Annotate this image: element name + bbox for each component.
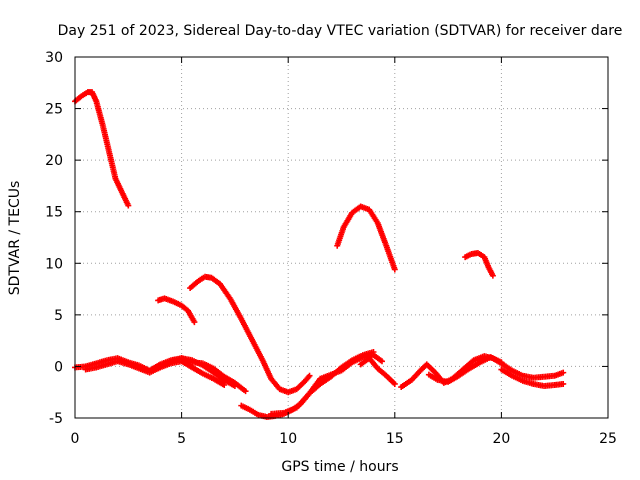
axis-ticks: 0 5 10 15 20 25 -5 0 5 10 15 20 25 30 [45, 50, 617, 447]
series-arc-12 [425, 354, 567, 385]
data-point [379, 358, 386, 365]
y-tick-label: 5 [54, 308, 63, 324]
chart-title: Day 251 of 2023, Sidereal Day-to-day VTE… [58, 23, 623, 39]
data-point [489, 272, 496, 279]
data-point [191, 319, 198, 326]
data-point [242, 388, 249, 395]
series-arc-2 [155, 295, 198, 326]
data-point [125, 202, 132, 209]
data-points [72, 89, 567, 420]
data-point [391, 380, 398, 387]
y-tick-label: 25 [45, 102, 63, 118]
data-point [560, 369, 567, 376]
x-tick-label: 15 [386, 431, 404, 447]
x-tick-label: 25 [599, 431, 617, 447]
series-arc-13 [498, 366, 567, 390]
y-tick-label: 30 [45, 50, 63, 66]
data-point [560, 380, 567, 387]
series-arc-3 [187, 273, 313, 396]
data-point [231, 383, 238, 390]
y-tick-label: 20 [45, 153, 63, 169]
series-arc-10 [357, 355, 398, 387]
x-tick-label: 10 [279, 431, 297, 447]
data-point [221, 381, 228, 388]
x-tick-label: 0 [71, 431, 80, 447]
x-tick-label: 5 [177, 431, 186, 447]
y-tick-label: 15 [45, 205, 63, 221]
series-arc-6 [167, 355, 238, 390]
series-arc-9 [334, 203, 398, 273]
data-point [391, 266, 398, 273]
series-arc-14 [462, 249, 496, 279]
series-arc-1 [72, 89, 132, 209]
series-arc-4 [72, 355, 249, 395]
y-tick-label: 10 [45, 256, 63, 272]
data-point [306, 372, 313, 379]
y-axis-label: SDTVAR / TECUs [7, 181, 23, 296]
x-axis-label: GPS time / hours [281, 459, 398, 475]
series-arc-8 [268, 352, 386, 417]
x-tick-label: 20 [492, 431, 510, 447]
series-arc-5 [82, 358, 228, 388]
plot-frame [74, 56, 609, 419]
y-tick-label: 0 [54, 359, 63, 375]
y-tick-label: -5 [49, 411, 63, 427]
